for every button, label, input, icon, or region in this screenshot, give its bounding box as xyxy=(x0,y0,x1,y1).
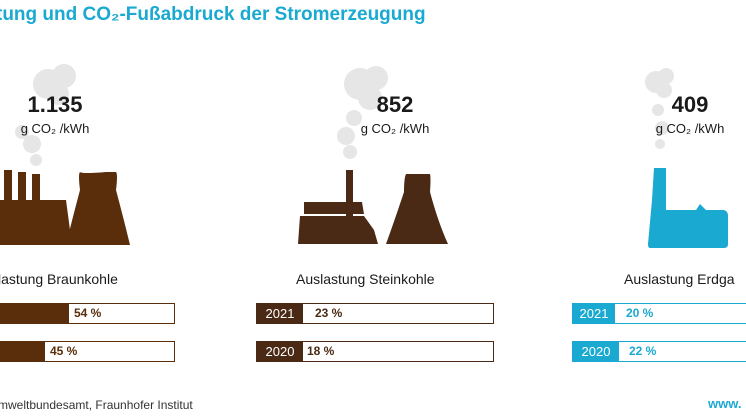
bar-value-label: 54 % xyxy=(74,306,102,320)
bar-year-label: 2020 xyxy=(257,342,303,361)
bar-value-label: 18 % xyxy=(307,344,335,358)
source-note: mweltbundesamt, Fraunhofer Institut xyxy=(0,398,193,412)
bar-fill-braunkohle-2 xyxy=(0,342,45,361)
co2-value-braunkohle: 1.135 xyxy=(27,92,83,117)
category-label-erdgas: Auslastung Erdga xyxy=(624,271,735,287)
gas-plant-icon xyxy=(645,68,728,248)
bar-braunkohle-2: 45 % xyxy=(0,341,175,362)
bar-erdgas-2020: 2020 22 % xyxy=(572,341,746,362)
co2-unit-braunkohle: g CO₂ /kWh xyxy=(20,121,90,136)
bar-steinkohle-2021: 2021 23 % xyxy=(256,303,494,324)
bar-year-label: 2021 xyxy=(573,304,615,323)
category-label-braunkohle: lastung Braunkohle xyxy=(0,271,118,287)
co2-unit-erdgas: g CO₂ /kWh xyxy=(655,121,725,136)
category-label-steinkohle: Auslastung Steinkohle xyxy=(296,271,435,287)
bar-value-label: 22 % xyxy=(629,344,657,358)
bar-fill-braunkohle-1 xyxy=(0,304,69,323)
chart-title: tung und CO₂-Fußabdruck der Stromerzeugu… xyxy=(0,4,426,25)
bar-value-label: 20 % xyxy=(626,306,654,320)
bar-year-label: 2020 xyxy=(573,342,619,361)
bar-year-label: 2021 xyxy=(257,304,303,323)
hard-coal-plant-icon xyxy=(298,66,448,244)
co2-unit-steinkohle: g CO₂ /kWh xyxy=(360,121,430,136)
bar-value-label: 45 % xyxy=(50,344,78,358)
co2-value-steinkohle: 852 xyxy=(376,92,414,117)
website-link[interactable]: www. xyxy=(708,396,742,411)
bar-erdgas-2021: 2021 20 % xyxy=(572,303,746,324)
bar-braunkohle-1: 54 % xyxy=(0,303,175,324)
bar-steinkohle-2020: 2020 18 % xyxy=(256,341,494,362)
lignite-plant-icon xyxy=(0,64,130,245)
bar-value-label: 23 % xyxy=(315,306,343,320)
co2-value-erdgas: 409 xyxy=(671,92,709,117)
